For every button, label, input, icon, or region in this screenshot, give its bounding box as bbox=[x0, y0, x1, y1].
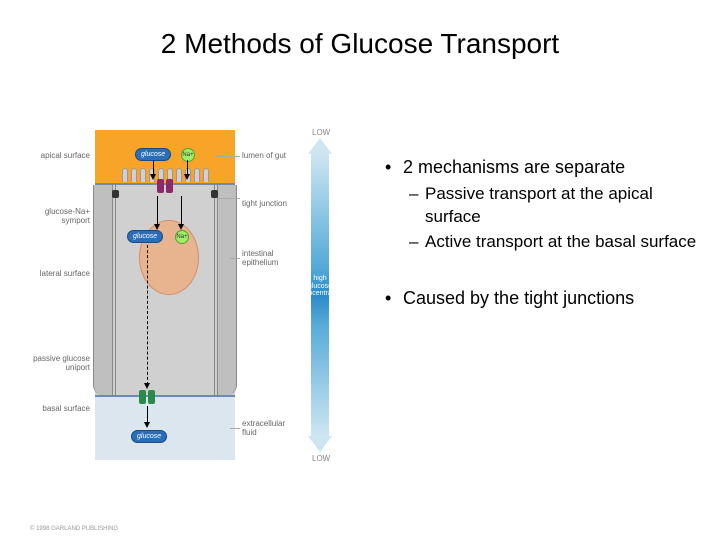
bullet-text-block: 2 mechanisms are separate Passive transp… bbox=[385, 155, 700, 314]
glucose-ecf: glucose bbox=[131, 430, 167, 443]
glucose-uniporter bbox=[139, 388, 155, 406]
label-apical: apical surface bbox=[41, 152, 90, 161]
basal-membrane bbox=[95, 395, 235, 397]
slide-title: 2 Methods of Glucose Transport bbox=[0, 28, 720, 60]
label-tight-junction: tight junction bbox=[242, 200, 287, 209]
arrowhead-na-cytosol bbox=[178, 224, 184, 230]
gradient-low-top: LOW bbox=[312, 128, 330, 137]
arrowhead-glucose-cytosol bbox=[154, 224, 160, 230]
neighbor-cell-left bbox=[93, 185, 113, 395]
tight-junction-right bbox=[211, 190, 218, 198]
leader-ecf bbox=[230, 428, 240, 429]
gradient-mid-label: high glucose concentration bbox=[301, 275, 339, 298]
leader-lumen bbox=[215, 156, 240, 157]
arrowhead-glucose-in bbox=[150, 174, 156, 180]
concentration-gradient-bar: LOW LOW high glucose concentration bbox=[305, 130, 335, 460]
leader-epithelium bbox=[230, 258, 240, 259]
arrow-glucose-cytosol bbox=[157, 196, 158, 226]
left-label-column: apical surface glucose-Na+ symport later… bbox=[30, 130, 90, 470]
bullet-passive: Passive transport at the apical surface bbox=[385, 183, 700, 229]
label-basal: basal surface bbox=[42, 405, 90, 414]
bullet-mechanisms: 2 mechanisms are separate bbox=[385, 155, 700, 179]
gradient-low-bottom: LOW bbox=[312, 454, 330, 463]
label-lateral: lateral surface bbox=[40, 270, 90, 279]
label-symport: glucose-Na+ symport bbox=[30, 208, 90, 226]
na-ion-lumen: Na+ bbox=[181, 148, 195, 162]
glucose-na-symporter bbox=[157, 177, 173, 195]
copyright-text: © 1998 GARLAND PUBLISHING bbox=[30, 526, 118, 532]
transport-diagram: apical surface glucose-Na+ symport later… bbox=[30, 130, 370, 500]
arrow-glucose-to-basal bbox=[147, 245, 148, 385]
arrow-na-cytosol bbox=[181, 196, 182, 226]
arrowhead-na-in bbox=[184, 174, 190, 180]
left-lateral-outline bbox=[115, 185, 116, 395]
grad-arrowhead-down bbox=[308, 436, 332, 452]
na-ion-cytosol: Na+ bbox=[175, 230, 189, 244]
tight-junction-left bbox=[112, 190, 119, 198]
bullet-tight-junctions: Caused by the tight junctions bbox=[385, 286, 700, 310]
label-lumen: lumen of gut bbox=[242, 152, 286, 161]
extracellular-region bbox=[95, 395, 235, 460]
label-ecf: extracellular fluid bbox=[242, 420, 297, 438]
label-epithelium: intestinal epithelium bbox=[242, 250, 292, 268]
right-lateral-outline bbox=[214, 185, 215, 395]
grad-arrowhead-up bbox=[308, 138, 332, 154]
arrowhead-glucose-out bbox=[144, 422, 150, 428]
leader-tight bbox=[218, 198, 240, 199]
label-uniport: passive glucose uniport bbox=[30, 355, 90, 373]
bullet-active: Active transport at the basal surface bbox=[385, 231, 700, 254]
cell-illustration: glucose Na+ glucose Na+ glucose bbox=[95, 130, 235, 460]
neighbor-cell-right bbox=[217, 185, 237, 395]
glucose-cytosol: glucose bbox=[127, 230, 163, 243]
